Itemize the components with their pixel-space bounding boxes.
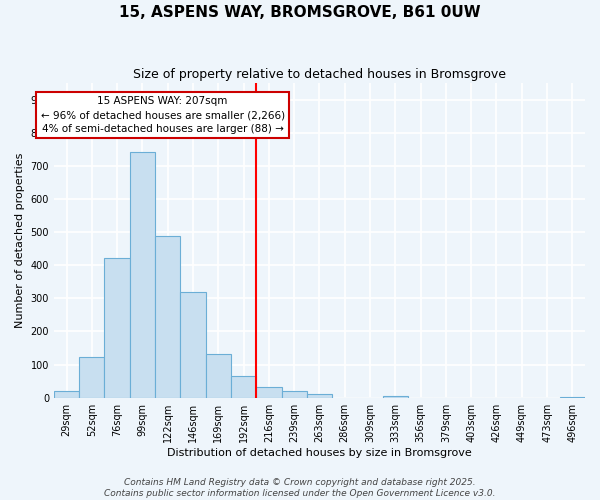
Bar [383,396,408,398]
Title: Size of property relative to detached houses in Bromsgrove: Size of property relative to detached ho… [133,68,506,80]
Bar [281,391,307,398]
Bar [54,391,79,398]
Bar [256,387,281,398]
Text: Contains HM Land Registry data © Crown copyright and database right 2025.
Contai: Contains HM Land Registry data © Crown c… [104,478,496,498]
Text: 15 ASPENS WAY: 207sqm
← 96% of detached houses are smaller (2,266)
4% of semi-de: 15 ASPENS WAY: 207sqm ← 96% of detached … [41,96,285,134]
Bar [206,354,231,398]
X-axis label: Distribution of detached houses by size in Bromsgrove: Distribution of detached houses by size … [167,448,472,458]
Bar [155,236,181,398]
Bar [560,396,585,398]
Bar [130,152,155,398]
Bar [79,358,104,398]
Bar [231,376,256,398]
Bar [181,292,206,398]
Bar [104,258,130,398]
Bar [307,394,332,398]
Y-axis label: Number of detached properties: Number of detached properties [15,152,25,328]
Text: 15, ASPENS WAY, BROMSGROVE, B61 0UW: 15, ASPENS WAY, BROMSGROVE, B61 0UW [119,5,481,20]
